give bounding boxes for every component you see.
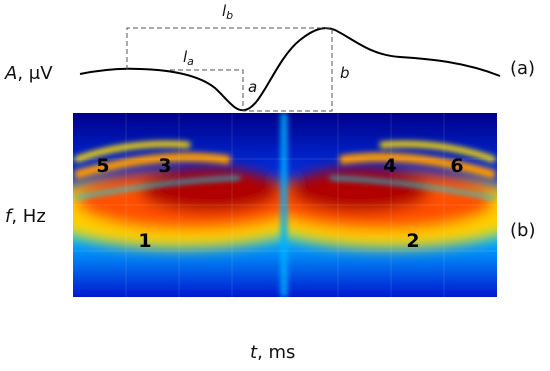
region-label: 4 <box>383 155 396 177</box>
region-label: 2 <box>406 230 419 252</box>
panel-a-tag: (a) <box>510 58 535 79</box>
spectrogram <box>73 113 497 297</box>
amplitude-label: A, μV <box>4 63 53 84</box>
region-label: 6 <box>450 155 463 177</box>
panel-b-tag: (b) <box>510 220 535 241</box>
frequency-label: f, Hz <box>5 206 46 227</box>
l-b-label: lb <box>222 2 233 22</box>
b-label: b <box>340 64 350 82</box>
region-label: 5 <box>96 155 109 177</box>
waveform <box>79 27 501 112</box>
l-a-label: la <box>183 48 194 68</box>
region-label: 3 <box>158 155 171 177</box>
waveform-panel: lb la a b A, μV (a) <box>4 2 535 112</box>
time-label: t, ms <box>250 342 295 363</box>
dimension-lines <box>126 27 333 112</box>
region-label: 1 <box>138 230 151 252</box>
a-label: a <box>248 78 257 96</box>
